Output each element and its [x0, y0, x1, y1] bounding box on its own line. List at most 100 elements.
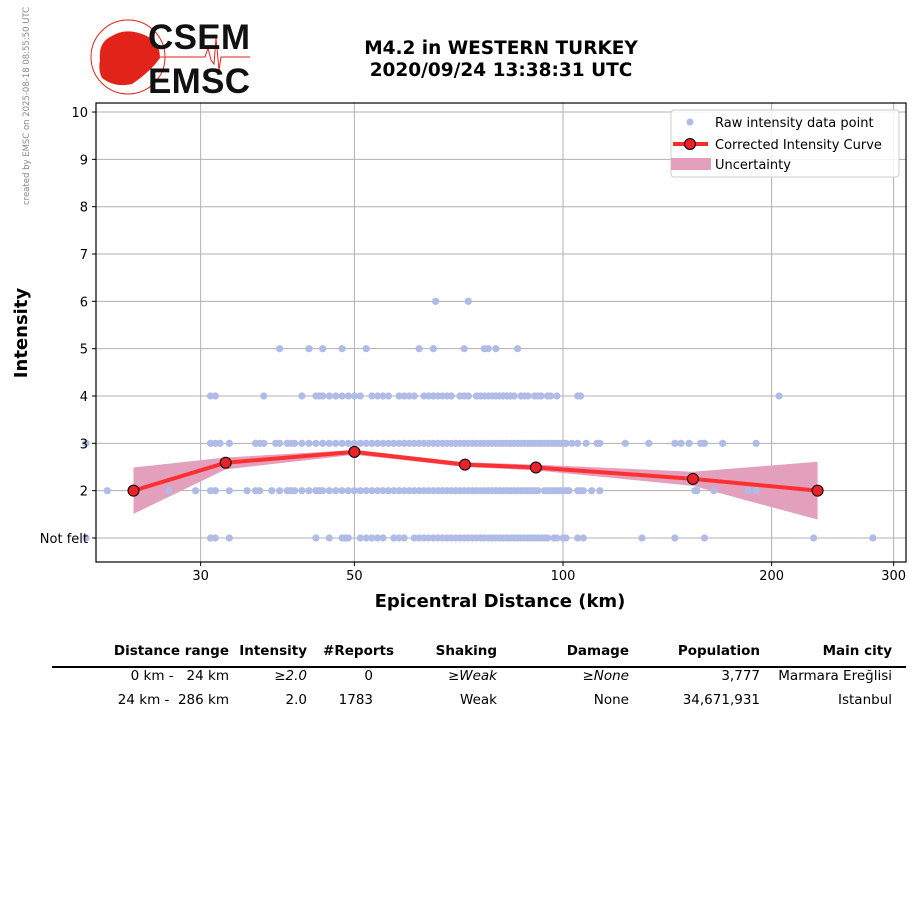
table-row: 0 km - 24 km ≥2.0 0 ≥Weak ≥None 3,777 Ma… [0, 668, 915, 690]
raw-data-point [574, 534, 582, 542]
raw-data-point [869, 534, 877, 542]
raw-data-point [332, 439, 340, 447]
raw-data-point [319, 392, 327, 400]
curve-point [127, 484, 140, 497]
raw-data-point [596, 439, 604, 447]
raw-data-point [362, 345, 370, 353]
raw-data-point [700, 439, 709, 447]
curve-point [458, 458, 471, 471]
col-distance: Distance range [113, 643, 229, 659]
raw-data-point [514, 345, 522, 353]
raw-data-point [225, 534, 233, 542]
raw-data-point [338, 392, 346, 400]
raw-data-point [225, 439, 233, 447]
legend-raw-marker [686, 118, 694, 126]
raw-data-point [710, 487, 718, 495]
raw-data-point [211, 392, 219, 400]
raw-data-point [312, 534, 320, 542]
raw-data-point [298, 392, 306, 400]
y-tick-label: 10 [71, 106, 88, 121]
y-tick-label: 9 [80, 153, 88, 168]
raw-data-point [432, 297, 440, 305]
raw-data-point [211, 487, 219, 495]
col-intensity: Intensity [239, 643, 307, 659]
raw-data-point [384, 487, 393, 495]
cell-distance: 0 km - 24 km [130, 668, 229, 684]
raw-data-point [373, 439, 382, 447]
plot-frame [95, 102, 907, 563]
col-main-city: Main city [822, 643, 892, 659]
raw-data-point [395, 534, 403, 542]
table-row: 24 km - 286 km 2.0 1783 Weak None 34,671… [0, 692, 915, 714]
raw-data-point [405, 392, 413, 400]
raw-data-point [405, 439, 413, 447]
raw-data-point [379, 487, 387, 495]
raw-data-point [574, 439, 582, 447]
raw-data-point [319, 439, 327, 447]
y-tick-label: 6 [80, 295, 88, 310]
raw-data-point [356, 534, 364, 542]
raw-data-point [671, 439, 679, 447]
intensity-chart: CSEM EMSC 30 50 100 200 300 Not felt 2 3 4 5 6 7 8 9 1… [11, 18, 907, 612]
cell-population: 34,671,931 [682, 692, 760, 708]
raw-data-point [276, 487, 284, 495]
raw-data-point [350, 392, 358, 400]
raw-data-point [565, 487, 573, 495]
raw-data-point [677, 439, 685, 447]
raw-data-point [405, 487, 413, 495]
raw-data-point [464, 297, 472, 305]
raw-data-point [332, 392, 340, 400]
raw-data-point [752, 487, 760, 495]
raw-data-point [260, 439, 268, 447]
curve-point [348, 445, 361, 458]
raw-data-point [256, 487, 264, 495]
raw-data-point [356, 439, 364, 447]
raw-data-point [719, 439, 727, 447]
raw-data-point [576, 392, 585, 400]
x-tick-label: 300 [881, 569, 906, 584]
raw-data-point [524, 392, 532, 400]
raw-data-point [291, 487, 299, 495]
raw-data-point [395, 439, 403, 447]
y-tick-label: 4 [80, 390, 88, 405]
raw-data-point [103, 487, 111, 495]
raw-data-point [350, 439, 358, 447]
curve-point [529, 461, 542, 474]
raw-data-point [344, 439, 352, 447]
raw-data-point [693, 487, 701, 495]
raw-data-point [390, 534, 398, 542]
raw-data-point [344, 487, 352, 495]
raw-data-point [510, 392, 518, 400]
raw-data-point [82, 439, 90, 447]
raw-data-point [492, 345, 500, 353]
raw-data-point [211, 534, 219, 542]
raw-data-point [744, 487, 752, 495]
legend-raw: Raw intensity data point [715, 116, 874, 131]
raw-data-point [368, 534, 376, 542]
raw-data-point [362, 439, 370, 447]
raw-data-point [368, 487, 376, 495]
raw-data-point [338, 345, 346, 353]
raw-data-point [596, 487, 604, 495]
col-reports: #Reports [323, 643, 394, 659]
raw-data-point [325, 439, 333, 447]
raw-data-point [216, 439, 224, 447]
svg-text:CSEM: CSEM [148, 18, 250, 57]
raw-data-point [325, 487, 333, 495]
raw-data-point [547, 392, 555, 400]
x-axis-label: Epicentral Distance (km) [375, 591, 626, 612]
col-damage: Damage [566, 643, 629, 659]
raw-data-point [305, 345, 313, 353]
raw-data-point [319, 345, 327, 353]
raw-data-point [379, 439, 387, 447]
cell-main-city: Marmara Ereğlisi [778, 668, 892, 684]
cell-main-city: Istanbul [837, 692, 892, 708]
title-event: M4.2 in WESTERN TURKEY [364, 38, 638, 59]
raw-data-point [350, 487, 358, 495]
raw-data-point [400, 392, 408, 400]
raw-data-point [368, 392, 376, 400]
col-population: Population [677, 643, 760, 659]
cell-reports: 1783 [338, 692, 373, 708]
raw-data-point [579, 487, 587, 495]
cell-population: 3,777 [721, 668, 760, 684]
